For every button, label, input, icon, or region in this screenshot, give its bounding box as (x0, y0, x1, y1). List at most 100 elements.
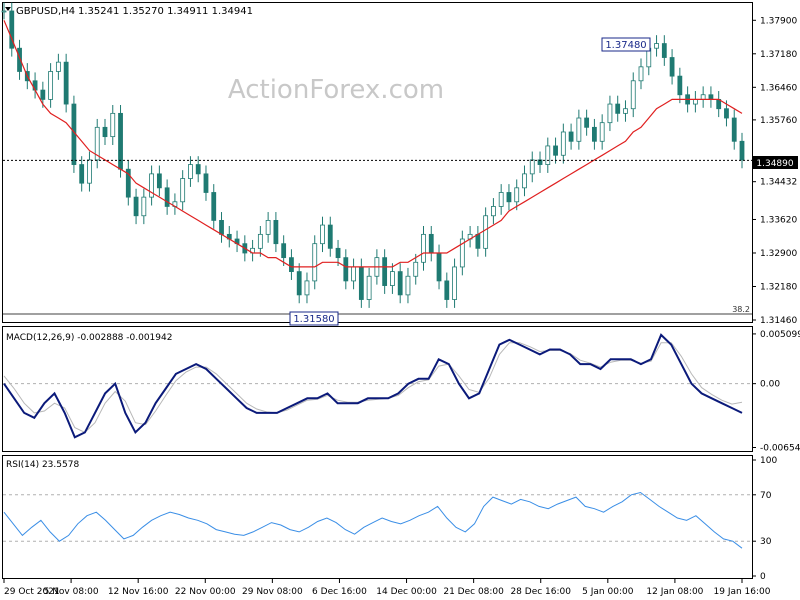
price-candle-body (94, 126, 100, 161)
price-tick-label: 1.33620 (760, 215, 797, 225)
header-symbol: GBPUSD,H4 (16, 6, 75, 17)
macd-tick-label: 0.005099 (760, 330, 800, 340)
macd-tick-label: 0.00 (760, 380, 780, 390)
price-candle-body (203, 173, 209, 193)
price-candle-body (320, 224, 325, 245)
price-candle-body (452, 266, 457, 300)
price-candle-body (382, 257, 388, 286)
price-candle-body (17, 47, 22, 72)
price-candle-body (156, 173, 162, 189)
price-candle-body (599, 122, 605, 142)
price-candle-body (724, 108, 729, 119)
rsi-tick-label: 30 (760, 537, 772, 547)
time-tick-label: 22 Nov 00:00 (175, 587, 236, 597)
price-tick-label: 1.37900 (760, 16, 797, 26)
price-candle-body (1, 10, 7, 13)
price-tick-label: 1.35760 (760, 116, 797, 126)
price-candle-body (351, 266, 356, 282)
price-candle-body (296, 271, 302, 296)
current-price-label: 1.34890 (756, 159, 793, 169)
macd-line (3, 333, 743, 439)
rsi-tick-label: 70 (760, 491, 772, 501)
price-axis: 1.37900 1.37180 1.36460 1.35760 1.34432 1.336… (752, 16, 797, 326)
price-candle-body (257, 233, 263, 249)
rsi-level-lines (3, 494, 752, 542)
time-tick-label: 5 Nov 08:00 (44, 587, 99, 597)
price-candle-body (483, 215, 489, 249)
price-candle-body (553, 145, 558, 156)
price-candle-body (413, 261, 419, 277)
price-candle-body (568, 131, 574, 142)
price-candle-body (607, 103, 613, 124)
price-candle-body (397, 271, 403, 296)
price-panel-frame (2, 2, 753, 323)
price-candle-body (560, 131, 566, 156)
time-tick-label: 12 Nov 16:00 (108, 587, 169, 597)
price-candle-body (55, 61, 61, 72)
chevron-down-icon[interactable] (5, 7, 11, 11)
price-candle-body (677, 75, 683, 96)
price-candle-body (475, 233, 481, 249)
time-tick-label: 21 Dec 08:00 (443, 587, 504, 597)
high-label-box: 1.37480 (601, 37, 651, 52)
price-candle-body (79, 164, 85, 184)
price-candle-body (335, 247, 341, 259)
price-candle-body (545, 145, 551, 165)
watermark: ActionForex.com (228, 75, 444, 105)
price-tick-label: 1.37180 (760, 50, 797, 60)
macd-title: MACD(12,26,9) -0.002888 -0.001942 (6, 333, 172, 343)
price-candle-body (498, 192, 504, 207)
price-candle-body (343, 257, 349, 282)
price-candle-body (700, 94, 706, 100)
current-price-tag: 1.34890 (753, 156, 798, 169)
price-candle-body (102, 126, 108, 138)
price-candle-body (405, 275, 411, 296)
price-candle-body (522, 173, 527, 189)
rsi-panel-frame (2, 455, 753, 579)
price-candle-body (506, 192, 512, 203)
price-candle-body (584, 117, 590, 128)
rsi-line (3, 491, 743, 549)
rsi-axis: 100 70 30 0 (752, 456, 777, 582)
low-label: 1.31580 (293, 314, 334, 325)
price-tick-label: 1.36460 (760, 83, 797, 93)
price-candle-body (436, 252, 442, 282)
price-candle-body (491, 206, 496, 217)
price-candle-body (358, 266, 364, 300)
high-label: 1.37480 (605, 40, 646, 51)
time-tick-label: 19 Jan 16:00 (714, 587, 771, 597)
price-tick-label: 1.32180 (760, 282, 797, 292)
price-candle-body (149, 173, 155, 198)
price-candle-body (273, 220, 279, 245)
price-candle-body (692, 99, 698, 105)
price-candle-body (623, 108, 628, 114)
rsi-title: RSI(14) 23.5578 (6, 460, 79, 470)
price-candle-body (630, 80, 636, 110)
header: GBPUSD,H4 1.35241 1.35270 1.34911 1.3494… (5, 6, 253, 17)
time-tick-label: 14 Dec 00:00 (376, 587, 437, 597)
price-tick-label: 1.31460 (760, 316, 797, 326)
price-candle-body (289, 257, 294, 272)
price-candle-body (366, 275, 372, 300)
price-candle-body (133, 196, 139, 217)
moving-average-line (3, 20, 743, 268)
price-candle-body (164, 187, 170, 207)
rsi-tick-label: 100 (760, 456, 777, 466)
price-candle-body (265, 220, 271, 235)
price-candle-body (428, 233, 434, 254)
rsi-tick-label: 0 (760, 572, 766, 582)
price-bars (1, 2, 745, 308)
low-label-box: 1.31580 (289, 311, 339, 326)
price-candle-body (87, 159, 92, 184)
macd-axis: 0.005099 0.00 -0.006543 (752, 330, 800, 453)
price-candle-body (125, 168, 131, 198)
price-candle-body (40, 89, 46, 100)
macd-tick-label: -0.006543 (760, 443, 800, 453)
price-candle-body (390, 271, 395, 286)
header-ohlc: 1.35241 1.35270 1.34911 1.34941 (78, 6, 253, 17)
price-tick-label: 1.32900 (760, 249, 797, 259)
price-candle-body (9, 10, 15, 49)
price-candle-body (63, 61, 69, 105)
